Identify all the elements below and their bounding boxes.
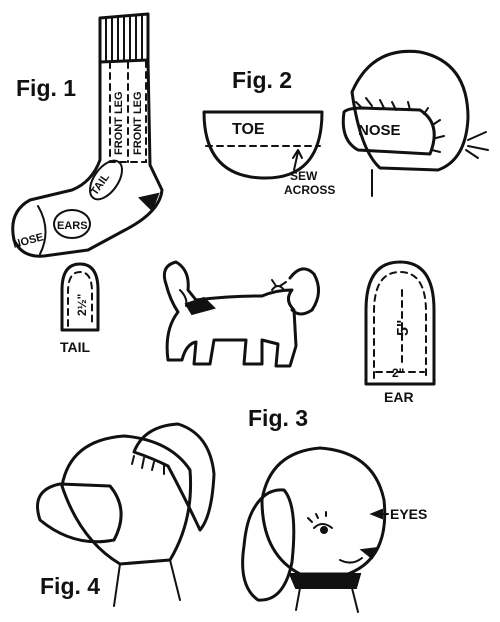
eye-left-pupil xyxy=(320,526,328,534)
ear-pattern: 5" 2" EAR xyxy=(364,260,436,405)
ear-width-label: 2" xyxy=(392,366,404,380)
tail-pattern-seam xyxy=(67,270,93,327)
head-side-ear xyxy=(132,422,216,532)
sock-figure: FRONT LEG FRONT LEG TAIL EARS NOSE xyxy=(11,12,164,258)
sew-arrow xyxy=(293,151,299,171)
dog-head-round xyxy=(288,267,320,316)
ear-pattern-seam xyxy=(373,270,427,379)
head-side-neck xyxy=(113,559,181,607)
dog-body-outline xyxy=(162,260,298,368)
ear-pattern-label: EAR xyxy=(384,389,414,405)
head-side-outline xyxy=(60,434,193,566)
nose-piece xyxy=(341,106,436,156)
fig-2-label: Fig. 2 xyxy=(232,67,292,93)
dog-bow xyxy=(271,279,287,291)
fig-1-label: Fig. 1 xyxy=(16,75,76,101)
sew-label-2: ACROSS xyxy=(284,183,335,197)
tail-pattern-label: TAIL xyxy=(60,339,91,355)
head-front-neck xyxy=(295,587,359,613)
dog-collar xyxy=(288,573,362,589)
nose-cut-curve xyxy=(37,205,47,255)
tail-pattern-outline xyxy=(60,262,100,332)
dog-tail-patch xyxy=(184,296,216,316)
dog-nose xyxy=(359,546,380,560)
ear-length-label: 5" xyxy=(395,320,412,336)
ears-cut-oval xyxy=(53,209,91,239)
head-side-nose xyxy=(36,482,123,544)
stitch-marks xyxy=(355,97,445,153)
ears-label: EARS xyxy=(57,220,88,232)
dog-body-figure xyxy=(162,260,320,368)
head-front-ear xyxy=(241,488,296,602)
tail-size-label: 2½" xyxy=(75,294,89,316)
eyelashes xyxy=(307,511,327,523)
head-side-view xyxy=(36,422,216,607)
ear-pattern-outline xyxy=(364,260,436,386)
toe-label: TOE xyxy=(232,121,265,138)
head-front-outline xyxy=(260,446,387,576)
dog-tail-line xyxy=(179,289,188,307)
sock-outline xyxy=(11,58,164,258)
head-outline xyxy=(350,49,470,172)
dog-mouth xyxy=(339,557,363,564)
fig-4-label: Fig. 4 xyxy=(40,573,100,599)
sock-cuff-ribs xyxy=(105,14,143,61)
front-leg-label-2: FRONT LEG xyxy=(132,91,144,155)
thread-ends xyxy=(465,131,489,159)
heel-patch xyxy=(138,192,160,212)
ear-stitches xyxy=(131,455,165,475)
sew-label-1: SEW xyxy=(290,169,318,183)
head-with-nose: NOSE xyxy=(341,49,489,197)
sew-arrowhead xyxy=(292,149,303,159)
front-leg-cut-lines xyxy=(109,61,147,163)
front-leg-label-1: FRONT LEG xyxy=(113,91,125,155)
head-front-view: EYES xyxy=(241,446,427,613)
fig-3-label: Fig. 3 xyxy=(248,405,308,431)
eye-left xyxy=(313,523,333,529)
eyes-label: EYES xyxy=(390,506,427,522)
nose-piece-label: NOSE xyxy=(358,122,401,139)
nose-label: NOSE xyxy=(12,231,45,251)
toe-piece: TOE SEW ACROSS xyxy=(202,110,335,197)
tail-pattern: 2½" TAIL xyxy=(60,262,100,355)
tail-cut-oval xyxy=(89,159,123,201)
